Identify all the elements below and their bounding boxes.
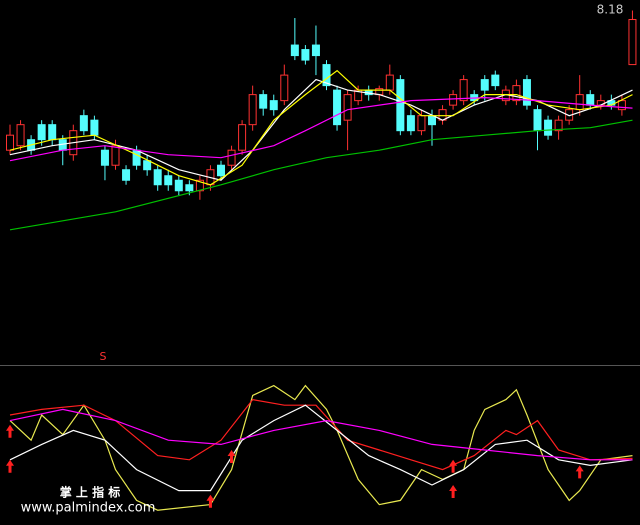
candle-body (259, 94, 268, 109)
candle-body (459, 79, 468, 102)
line-series (9, 119, 633, 231)
candle-body (227, 149, 236, 166)
candle-body (269, 100, 278, 111)
candle-body (185, 184, 194, 192)
candle-body (238, 124, 247, 151)
watermark-url: www.palmindex.com (21, 501, 156, 516)
candle-body (37, 124, 46, 141)
candle-body (48, 124, 57, 141)
candle-body (6, 134, 14, 151)
candle-body (333, 89, 342, 126)
candle-body (111, 145, 120, 166)
signal-arrow (227, 450, 236, 463)
signal-arrow (6, 424, 14, 438)
signal-arrow (449, 485, 458, 498)
line-series (9, 398, 633, 471)
candle-body (280, 74, 289, 102)
candle-body (79, 115, 88, 132)
candle-body (406, 115, 415, 132)
candle-body (491, 74, 500, 87)
candle-body (311, 44, 320, 57)
candle-body (396, 79, 405, 132)
candle-body (575, 94, 584, 111)
high-label: 8.18 (597, 3, 624, 17)
candle-body (617, 100, 626, 111)
candle-body (522, 79, 531, 106)
candle-body (301, 49, 310, 61)
candle-body (428, 115, 436, 126)
candle-body (132, 149, 141, 166)
candle-body (544, 119, 553, 136)
candle-body (533, 109, 542, 132)
candle-body (122, 169, 131, 181)
candle-body (290, 44, 299, 57)
line-series (9, 96, 633, 162)
candle-body (385, 74, 394, 91)
candle-body (322, 64, 331, 87)
candle-body (174, 179, 183, 192)
line-series (9, 404, 633, 492)
candle-body (16, 124, 25, 147)
candle-body (164, 175, 173, 186)
signal-arrow (575, 465, 584, 479)
candle-body (417, 115, 426, 132)
candle-body (480, 79, 489, 91)
candle-body (143, 160, 152, 171)
candle-body (554, 119, 563, 132)
candle-body (586, 94, 595, 106)
signal-text: S (100, 350, 107, 363)
signal-arrow (206, 494, 215, 508)
watermark-title: 掌 上 指 标 (60, 485, 121, 500)
candle-body (343, 94, 352, 121)
candle-body (449, 94, 458, 106)
line-series (9, 408, 633, 461)
candle-body (153, 169, 162, 186)
candle-body (628, 19, 637, 66)
candle-body (217, 164, 225, 177)
candle-body (100, 149, 109, 166)
candle-body (90, 119, 99, 136)
candle-body (512, 85, 521, 102)
signal-arrow (6, 459, 14, 473)
candle-body (248, 94, 257, 126)
line-series (9, 69, 633, 186)
signal-arrow (449, 459, 458, 473)
